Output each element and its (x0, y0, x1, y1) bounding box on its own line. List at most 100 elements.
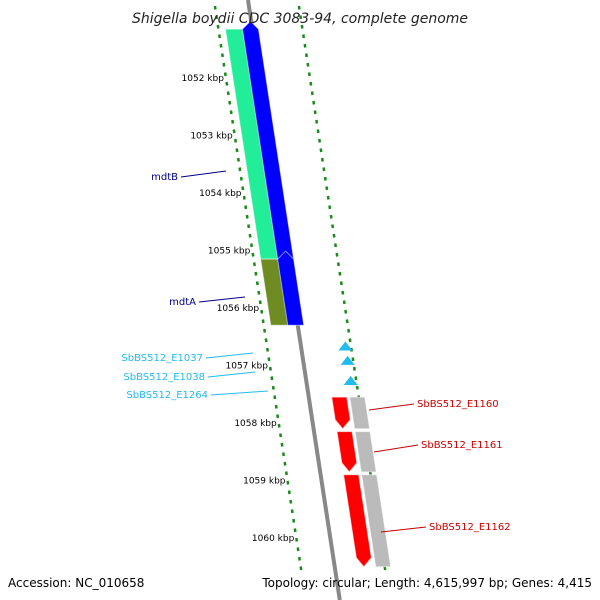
gc-dot (319, 148, 323, 153)
gc-dot (309, 81, 313, 86)
gc-dot (250, 243, 254, 248)
tick-label: 1056 kbp (217, 304, 260, 314)
tick-label: 1054 kbp (199, 189, 242, 199)
gc-dot (312, 100, 316, 105)
gc-dot (325, 186, 329, 191)
gc-dot (303, 43, 307, 48)
gc-dot (341, 290, 345, 295)
gc-dot (258, 300, 262, 305)
label-leader (380, 526, 427, 533)
cds-reverse (331, 396, 351, 430)
gc-dot (281, 452, 286, 457)
label-leader (198, 296, 246, 303)
label-leader (205, 352, 254, 359)
gc-dot (342, 300, 346, 305)
gc-dot (244, 205, 248, 210)
gc-dot (231, 119, 235, 124)
gc-dot (283, 461, 287, 466)
gc-dot (260, 309, 264, 314)
gc-dot (328, 205, 332, 210)
gc-dot (238, 167, 242, 172)
gc-dot (292, 518, 296, 523)
gc-dot (286, 480, 290, 485)
label-leader (207, 371, 256, 378)
gc-dot (290, 509, 294, 514)
tick-label: 1059 kbp (243, 477, 286, 487)
gc-dot (299, 566, 303, 571)
gc-dot (306, 62, 310, 67)
tick-label: 1060 kbp (252, 534, 295, 544)
gc-dot (273, 395, 277, 400)
gc-dot (355, 385, 359, 390)
gc-dot (320, 157, 324, 162)
gc-dot (274, 404, 278, 409)
gc-dot (225, 81, 229, 86)
gc-dot (352, 366, 356, 371)
gc-dot (267, 357, 271, 362)
gene-track (241, 20, 372, 568)
gc-dot (279, 433, 283, 438)
gene-label: mdtA (169, 297, 196, 308)
gene-label: SbBS512_E1162 (429, 522, 511, 533)
gc-dot (329, 214, 333, 219)
gc-dot (316, 129, 320, 134)
gc-dot (247, 224, 251, 229)
gc-dot (255, 281, 259, 286)
tick-label: 1055 kbp (208, 247, 251, 257)
gc-dot (354, 376, 358, 381)
label-leader (373, 444, 419, 453)
map-title: Shigella boydii CDC 3083-94, complete ge… (132, 11, 468, 27)
cog-bar (361, 474, 392, 568)
gc-dot (280, 442, 284, 447)
gc-dot (257, 290, 261, 295)
gc-dot (300, 24, 304, 29)
gc-dot (331, 224, 335, 229)
gc-dot (215, 15, 219, 20)
gc-dot (236, 157, 240, 162)
tick-label: 1058 kbp (234, 419, 277, 429)
gc-dot (297, 5, 301, 10)
gc-dot (268, 366, 272, 371)
gc-dot (251, 252, 255, 257)
gc-dot (234, 138, 238, 143)
gc-dot (336, 262, 340, 267)
gc-dot (323, 176, 327, 181)
gene-label: SbBS512_E1037 (121, 353, 203, 364)
gene-feature (340, 355, 355, 365)
gc-dot (326, 195, 330, 200)
gc-dot (245, 214, 249, 219)
gc-dot (213, 5, 217, 10)
tick-label: 1057 kbp (226, 362, 269, 372)
gc-dot (289, 499, 293, 504)
gc-dot (228, 100, 232, 105)
gc-dot (248, 233, 252, 238)
cds-reverse (336, 431, 358, 473)
gc-dot (304, 53, 308, 58)
tick-label: 1053 kbp (190, 132, 233, 142)
tick-label: 1052 kbp (182, 74, 225, 84)
gc-dot (299, 15, 303, 20)
accession-text: Accession: NC_010658 (8, 576, 144, 590)
gc-dot (218, 34, 222, 39)
gc-dot (344, 309, 348, 314)
gc-dot (216, 24, 220, 29)
gc-dot (313, 110, 317, 115)
gc-dot (348, 338, 352, 343)
gc-dot (284, 471, 288, 476)
gc-dot (318, 138, 322, 143)
gc-dot (293, 528, 297, 533)
gc-dot (232, 129, 236, 134)
gc-dot (277, 423, 281, 428)
gc-dot (226, 91, 230, 96)
kbp-ticks: 1052 kbp 1053 kbp 1054 kbp 1055 kbp 1056 kbp… (182, 74, 295, 544)
gc-dot (297, 556, 301, 561)
gene-label: mdtB (151, 172, 178, 183)
gene-label: SbBS512_E1160 (417, 399, 499, 410)
gc-dot (351, 357, 355, 362)
gc-dot (296, 547, 300, 552)
gc-dot (332, 233, 336, 238)
gene-label: SbBS512_E1161 (421, 440, 503, 451)
gc-dot (287, 490, 291, 495)
gc-dot (276, 414, 280, 419)
